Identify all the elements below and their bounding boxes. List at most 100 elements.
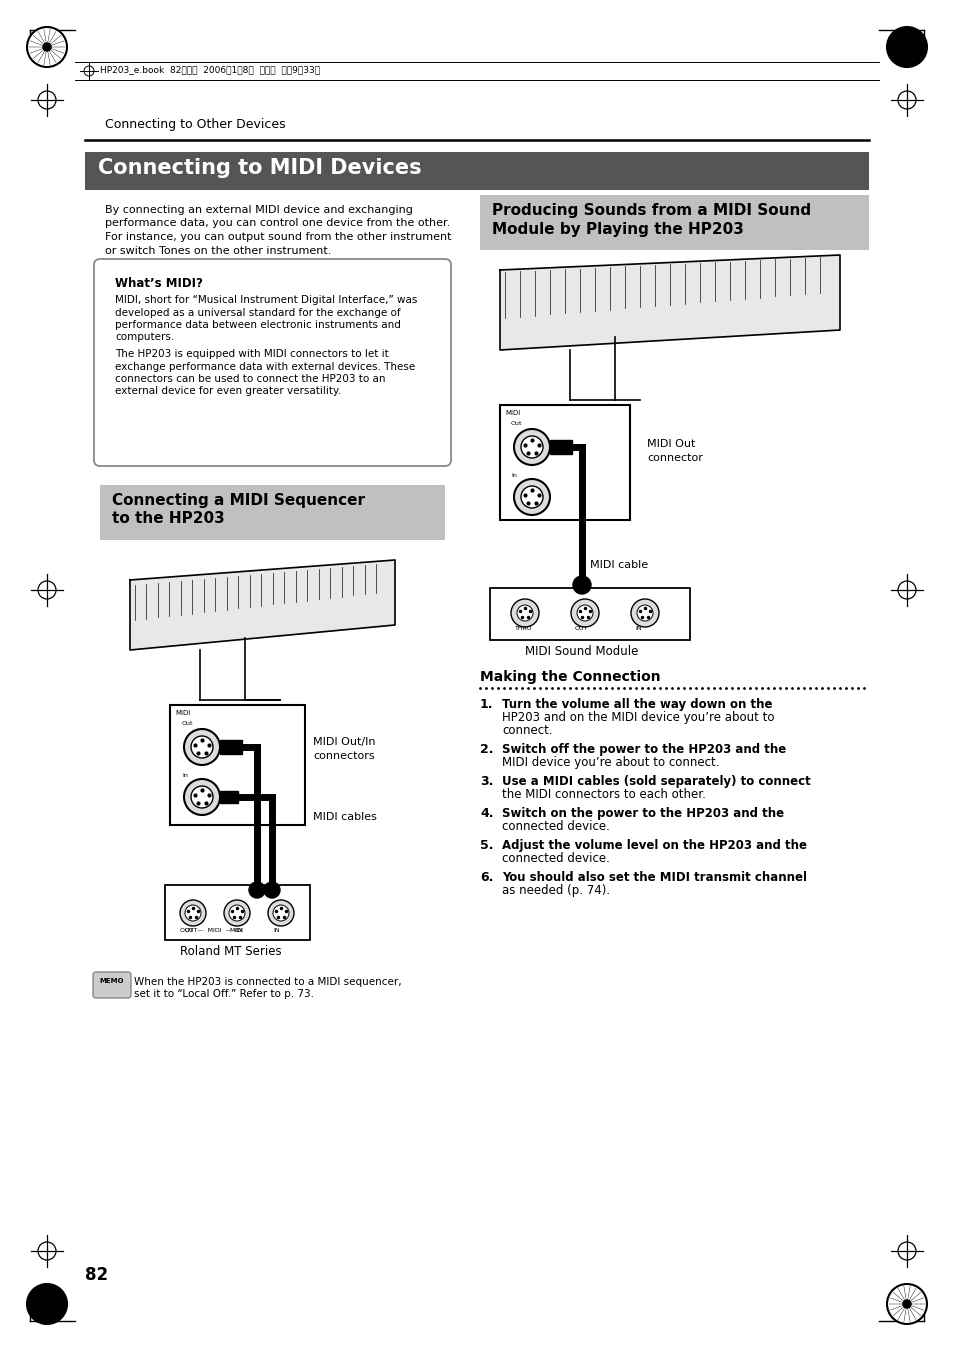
Text: Making the Connection: Making the Connection xyxy=(479,670,659,684)
Text: Use a MIDI cables (sold separately) to connect: Use a MIDI cables (sold separately) to c… xyxy=(501,775,810,788)
Text: Switch on the power to the HP203 and the: Switch on the power to the HP203 and the xyxy=(501,807,783,820)
Text: MIDI device you’re about to connect.: MIDI device you’re about to connect. xyxy=(501,757,719,769)
Text: 1.: 1. xyxy=(479,698,493,711)
Text: 82: 82 xyxy=(85,1266,108,1283)
Circle shape xyxy=(902,1300,910,1308)
Text: IN: IN xyxy=(635,626,641,631)
FancyBboxPatch shape xyxy=(92,971,131,998)
Text: Connecting a MIDI Sequencer: Connecting a MIDI Sequencer xyxy=(112,493,365,508)
Text: For instance, you can output sound from the other instrument: For instance, you can output sound from … xyxy=(105,232,451,242)
Text: MIDI: MIDI xyxy=(174,711,190,716)
FancyBboxPatch shape xyxy=(94,259,451,466)
Text: 2.: 2. xyxy=(479,743,493,757)
Circle shape xyxy=(886,1283,926,1324)
Text: When the HP203 is connected to a MIDI sequencer,: When the HP203 is connected to a MIDI se… xyxy=(133,977,401,988)
Circle shape xyxy=(27,27,67,68)
Text: MIDI: MIDI xyxy=(229,928,243,934)
Text: performance data between electronic instruments and: performance data between electronic inst… xyxy=(115,320,400,330)
Text: By connecting an external MIDI device and exchanging: By connecting an external MIDI device an… xyxy=(105,205,413,215)
Text: Out: Out xyxy=(511,422,522,426)
Circle shape xyxy=(514,480,550,515)
Bar xyxy=(499,405,629,520)
Circle shape xyxy=(577,605,593,621)
Circle shape xyxy=(184,780,220,815)
Text: 5.: 5. xyxy=(479,839,493,852)
Text: or switch Tones on the other instrument.: or switch Tones on the other instrument. xyxy=(105,246,331,255)
Polygon shape xyxy=(499,255,840,350)
Text: Roland MT Series: Roland MT Series xyxy=(180,944,281,958)
Circle shape xyxy=(185,905,201,921)
Text: set it to “Local Off.” Refer to p. 73.: set it to “Local Off.” Refer to p. 73. xyxy=(133,989,314,998)
Text: OUT  —  MIDI  —  IN: OUT — MIDI — IN xyxy=(180,928,242,934)
Text: connector: connector xyxy=(646,453,702,463)
Text: to the HP203: to the HP203 xyxy=(112,511,225,526)
Bar xyxy=(100,485,444,540)
Text: IN: IN xyxy=(273,928,279,934)
Text: Producing Sounds from a MIDI Sound: Producing Sounds from a MIDI Sound xyxy=(492,203,810,218)
Text: THRU: THRU xyxy=(515,626,532,631)
Text: Out: Out xyxy=(182,721,193,725)
Circle shape xyxy=(268,900,294,925)
Text: Module by Playing the HP203: Module by Playing the HP203 xyxy=(492,222,743,236)
Bar xyxy=(550,440,572,454)
Text: HP203 and on the MIDI device you’re about to: HP203 and on the MIDI device you’re abou… xyxy=(501,711,774,724)
Text: MIDI, short for “Musical Instrument Digital Interface,” was: MIDI, short for “Musical Instrument Digi… xyxy=(115,295,417,305)
Bar xyxy=(490,588,689,640)
Text: MIDI Out: MIDI Out xyxy=(646,439,695,449)
Text: exchange performance data with external devices. These: exchange performance data with external … xyxy=(115,362,415,372)
Text: connected device.: connected device. xyxy=(501,852,609,865)
Circle shape xyxy=(630,598,659,627)
Text: In: In xyxy=(182,773,188,778)
Circle shape xyxy=(229,905,245,921)
Text: MIDI cable: MIDI cable xyxy=(589,561,647,570)
Circle shape xyxy=(224,900,250,925)
Circle shape xyxy=(573,576,590,594)
Circle shape xyxy=(180,900,206,925)
Text: MIDI Sound Module: MIDI Sound Module xyxy=(524,644,638,658)
Circle shape xyxy=(249,882,265,898)
Text: performance data, you can control one device from the other.: performance data, you can control one de… xyxy=(105,219,450,228)
Bar xyxy=(165,885,310,940)
Circle shape xyxy=(517,605,533,621)
Text: developed as a universal standard for the exchange of: developed as a universal standard for th… xyxy=(115,308,400,317)
Text: as needed (p. 74).: as needed (p. 74). xyxy=(501,884,610,897)
Text: connect.: connect. xyxy=(501,724,552,738)
Text: Adjust the volume level on the HP203 and the: Adjust the volume level on the HP203 and… xyxy=(501,839,806,852)
Bar xyxy=(220,740,242,754)
Circle shape xyxy=(27,1283,67,1324)
Circle shape xyxy=(184,730,220,765)
Text: connectors: connectors xyxy=(313,751,375,761)
Bar xyxy=(479,195,868,250)
Text: In: In xyxy=(511,473,517,478)
Text: What’s MIDI?: What’s MIDI? xyxy=(115,277,203,290)
Text: MEMO: MEMO xyxy=(100,978,124,984)
Text: MIDI: MIDI xyxy=(504,409,519,416)
Bar xyxy=(170,705,305,825)
Text: HP203_e.book  82ページ  2006年1。8日  金曜日  午前9時33分: HP203_e.book 82ページ 2006年1。8日 金曜日 午前9時33分 xyxy=(100,65,320,74)
Text: external device for even greater versatility.: external device for even greater versati… xyxy=(115,386,340,396)
Text: MIDI Out/In: MIDI Out/In xyxy=(313,738,375,747)
Circle shape xyxy=(43,43,51,51)
Circle shape xyxy=(191,786,213,808)
Text: MIDI cables: MIDI cables xyxy=(313,812,376,821)
Text: OUT: OUT xyxy=(575,626,588,631)
Circle shape xyxy=(520,486,542,508)
Text: Connecting to Other Devices: Connecting to Other Devices xyxy=(105,118,285,131)
Text: computers.: computers. xyxy=(115,332,174,343)
Text: Turn the volume all the way down on the: Turn the volume all the way down on the xyxy=(501,698,772,711)
Circle shape xyxy=(191,736,213,758)
Text: Connecting to MIDI Devices: Connecting to MIDI Devices xyxy=(98,158,421,178)
Text: 3.: 3. xyxy=(479,775,493,788)
Circle shape xyxy=(571,598,598,627)
Text: You should also set the MIDI transmit channel: You should also set the MIDI transmit ch… xyxy=(501,871,806,884)
Circle shape xyxy=(637,605,652,621)
Circle shape xyxy=(264,882,280,898)
Text: connected device.: connected device. xyxy=(501,820,609,834)
Circle shape xyxy=(273,905,289,921)
Text: OUT: OUT xyxy=(185,928,198,934)
Text: the MIDI connectors to each other.: the MIDI connectors to each other. xyxy=(501,788,705,801)
Circle shape xyxy=(520,436,542,458)
Bar xyxy=(220,790,237,802)
Circle shape xyxy=(514,430,550,465)
Text: 6.: 6. xyxy=(479,871,493,884)
